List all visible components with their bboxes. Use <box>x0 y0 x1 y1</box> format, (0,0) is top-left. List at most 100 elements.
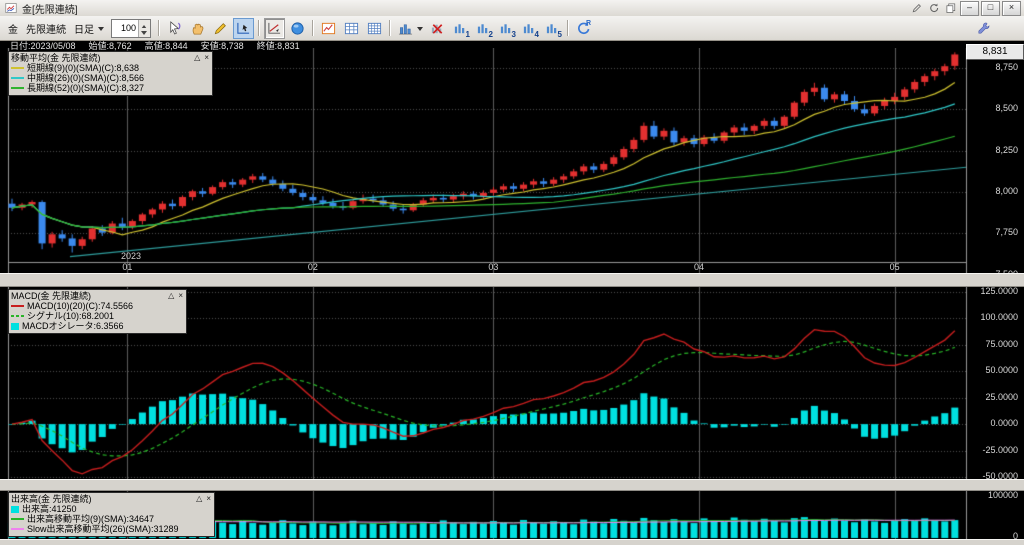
quote-low: 安値:8,738 <box>200 41 244 51</box>
indicator-bars-icon[interactable] <box>395 18 416 39</box>
slot-number: 3 <box>511 29 516 39</box>
ma-legend-box[interactable]: 移動平均(金 先限連続) △ × 短期線(9)(0)(SMA)(C):8,638… <box>8 51 213 96</box>
chart-slot-2-button[interactable]: 2 <box>473 18 494 39</box>
chart-slot-3-button[interactable]: 3 <box>496 18 517 39</box>
legend-item-label: 出来高:41250 <box>22 504 77 514</box>
refresh-icon[interactable]: R <box>573 18 594 39</box>
legend-swatch-line <box>11 67 24 69</box>
chart-slot-5-button[interactable]: 5 <box>542 18 563 39</box>
legend-swatch-line <box>11 305 24 307</box>
spin-up-icon[interactable] <box>139 19 150 28</box>
legend-item: シグナル(10):68.2001 <box>11 311 183 321</box>
legend-close-icon[interactable]: × <box>178 291 183 300</box>
legend-swatch-dash <box>11 315 24 317</box>
legend-item: 出来高移動平均(9)(SMA):34647 <box>11 514 211 524</box>
legend-item-label: Slow出来高移動平均(26)(SMA):31289 <box>27 524 179 534</box>
bar-count-stepper[interactable]: 100 <box>111 18 151 38</box>
legend-item-label: 長期線(52)(0)(SMA)(C):8,327 <box>27 83 145 93</box>
draw-pencil-tool[interactable] <box>210 18 231 39</box>
toolbar: 金 先限連続 日足 100 <box>0 16 1024 41</box>
refresh-letter: R <box>585 19 591 27</box>
legend-swatch-line <box>11 528 24 530</box>
minimize-button[interactable]: – <box>960 0 979 16</box>
toolbar-separator <box>158 20 160 36</box>
pan-hand-tool[interactable] <box>187 18 208 39</box>
legend-item: 出来高:41250 <box>11 504 211 514</box>
month-axis-label: 04 <box>694 262 705 272</box>
sync-icon[interactable] <box>926 2 941 15</box>
legend-swatch-line <box>11 87 24 89</box>
legend-swatch-line <box>11 77 24 79</box>
crosshair-cursor-tool[interactable] <box>233 17 254 39</box>
legend-collapse-icon[interactable]: △ <box>168 291 175 300</box>
quote-date: 日付:2023/05/08 <box>10 41 76 51</box>
panel-splitter[interactable] <box>0 479 1024 491</box>
legend-swatch-bar <box>11 322 19 330</box>
timeframe-dropdown-icon[interactable] <box>98 27 104 34</box>
timeframe-select[interactable]: 日足 <box>74 24 94 36</box>
month-axis-label: 03 <box>488 262 499 272</box>
legend-item-label: MACD(10)(20)(C):74.5566 <box>27 301 134 311</box>
toolbar-separator <box>389 20 391 36</box>
volume-legend-box[interactable]: 出来高(金 先限連続) △ × 出来高:41250 出来高移動平均(9)(SMA)… <box>8 492 215 537</box>
legend-swatch-bar <box>11 505 19 513</box>
indicator-dropdown-icon[interactable] <box>417 27 423 34</box>
maximize-button[interactable]: □ <box>981 0 1000 16</box>
legend-item-label: シグナル(10):68.2001 <box>27 311 115 321</box>
legend-swatch-line <box>11 518 24 520</box>
macd-legend-title: MACD(金 先限連続) <box>11 291 91 301</box>
legend-item: 短期線(9)(0)(SMA)(C):8,638 <box>11 63 209 73</box>
legend-close-icon[interactable]: × <box>206 494 211 503</box>
close-button[interactable]: × <box>1002 0 1021 16</box>
volume-legend-title: 出来高(金 先限連続) <box>11 494 92 504</box>
current-price-badge: 8,831 <box>966 44 1024 60</box>
chart-slot-1-button[interactable]: 1 <box>450 18 471 39</box>
legend-item: 中期線(26)(0)(SMA)(C):8,566 <box>11 73 209 83</box>
slot-number: 4 <box>534 29 539 39</box>
bottom-frame <box>0 539 1024 545</box>
copy-window-icon[interactable] <box>943 2 958 15</box>
quote-close: 終値:8,831 <box>256 41 300 51</box>
chart-slot-4-button[interactable]: 4 <box>519 18 540 39</box>
month-axis-label: 05 <box>889 262 900 272</box>
legend-item-label: 中期線(26)(0)(SMA)(C):8,566 <box>27 73 145 83</box>
ma-legend-title: 移動平均(金 先限連続) <box>11 53 101 63</box>
legend-item: Slow出来高移動平均(26)(SMA):31289 <box>11 524 211 534</box>
legend-item-label: 出来高移動平均(9)(SMA):34647 <box>27 514 155 524</box>
macd-legend-box[interactable]: MACD(金 先限連続) △ × MACD(10)(20)(C):74.5566… <box>8 289 187 334</box>
title-bar[interactable]: 金[先限連続] – □ × <box>0 0 1024 17</box>
quote-high: 高値:8,844 <box>144 41 188 51</box>
panel-splitter[interactable] <box>0 273 1024 287</box>
legend-item: MACDオシレータ:6.3566 <box>11 321 183 331</box>
toolbar-separator <box>312 20 314 36</box>
slot-number: 5 <box>557 29 562 39</box>
slot-number: 1 <box>465 29 470 39</box>
quote-open: 始値:8,762 <box>88 41 132 51</box>
chart-window-icon[interactable] <box>318 18 339 39</box>
grid-table-icon[interactable] <box>341 18 362 39</box>
toolbar-separator <box>258 20 260 36</box>
slot-number: 2 <box>488 29 493 39</box>
legend-item-label: MACDオシレータ:6.3566 <box>22 321 124 331</box>
quote-info-bar: 日付:2023/05/08 始値:8,762 高値:8,844 安値:8,738… <box>10 39 300 52</box>
settings-wrench-icon[interactable] <box>973 18 994 39</box>
zoom-sphere-icon[interactable] <box>287 18 308 39</box>
legend-collapse-icon[interactable]: △ <box>194 53 201 62</box>
legend-item: MACD(10)(20)(C):74.5566 <box>11 301 183 311</box>
year-axis-label: 2023 <box>121 251 142 261</box>
delete-indicator-icon[interactable] <box>427 18 448 39</box>
legend-close-icon[interactable]: × <box>204 53 209 62</box>
legend-collapse-icon[interactable]: △ <box>196 494 203 503</box>
symbol-label[interactable]: 金 <box>8 24 18 36</box>
attach-icon[interactable] <box>909 2 924 15</box>
contract-label[interactable]: 先限連続 <box>26 24 66 36</box>
month-axis-label: 02 <box>307 262 318 272</box>
legend-item-label: 短期線(9)(0)(SMA)(C):8,638 <box>27 63 140 73</box>
bar-count-value[interactable]: 100 <box>120 22 136 33</box>
trendline-tool[interactable] <box>264 17 285 39</box>
spin-down-icon[interactable] <box>139 28 150 37</box>
legend-item: 長期線(52)(0)(SMA)(C):8,327 <box>11 83 209 93</box>
select-cursor-tool[interactable] <box>164 18 185 39</box>
grid-dense-icon[interactable] <box>364 18 385 39</box>
